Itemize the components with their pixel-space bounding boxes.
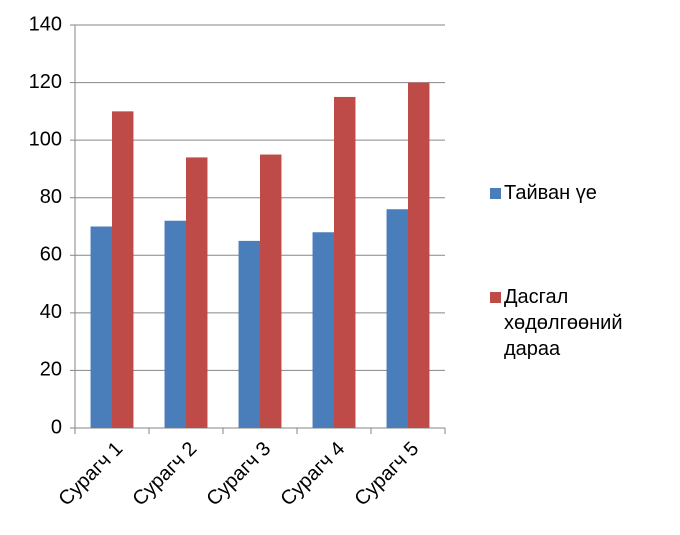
x-tick-label: Сурагч 4 bbox=[277, 438, 350, 511]
bar bbox=[408, 82, 430, 429]
bar bbox=[334, 96, 356, 428]
bar bbox=[90, 226, 112, 428]
y-tick-label: 60 bbox=[40, 244, 62, 266]
legend-label: Тайван үе bbox=[504, 182, 597, 204]
x-tick-label: Сурагч 1 bbox=[55, 438, 128, 511]
bar bbox=[186, 157, 208, 428]
bar bbox=[238, 240, 260, 428]
y-tick-label: 140 bbox=[29, 13, 62, 35]
bar bbox=[260, 154, 282, 429]
legend-swatch bbox=[490, 188, 501, 199]
y-tick-label: 20 bbox=[40, 359, 62, 381]
y-tick-label: 0 bbox=[51, 416, 62, 438]
y-tick-label: 120 bbox=[29, 71, 62, 93]
x-tick-label: Сурагч 2 bbox=[129, 438, 202, 511]
legend-item: Тайван үе bbox=[490, 180, 660, 206]
bar bbox=[312, 232, 334, 428]
legend-label: Дасгал хөдөлгөөний дараа bbox=[504, 286, 623, 360]
legend-swatch bbox=[490, 292, 501, 303]
x-tick-label: Сурагч 3 bbox=[203, 438, 276, 511]
y-tick-label: 40 bbox=[40, 301, 62, 323]
y-tick-label: 100 bbox=[29, 128, 62, 150]
x-tick-label: Сурагч 5 bbox=[351, 438, 424, 511]
bar bbox=[112, 111, 134, 428]
y-tick-label: 80 bbox=[40, 186, 62, 208]
bar bbox=[386, 209, 408, 428]
legend-item: Дасгал хөдөлгөөний дараа bbox=[490, 284, 660, 362]
bar bbox=[164, 220, 186, 428]
